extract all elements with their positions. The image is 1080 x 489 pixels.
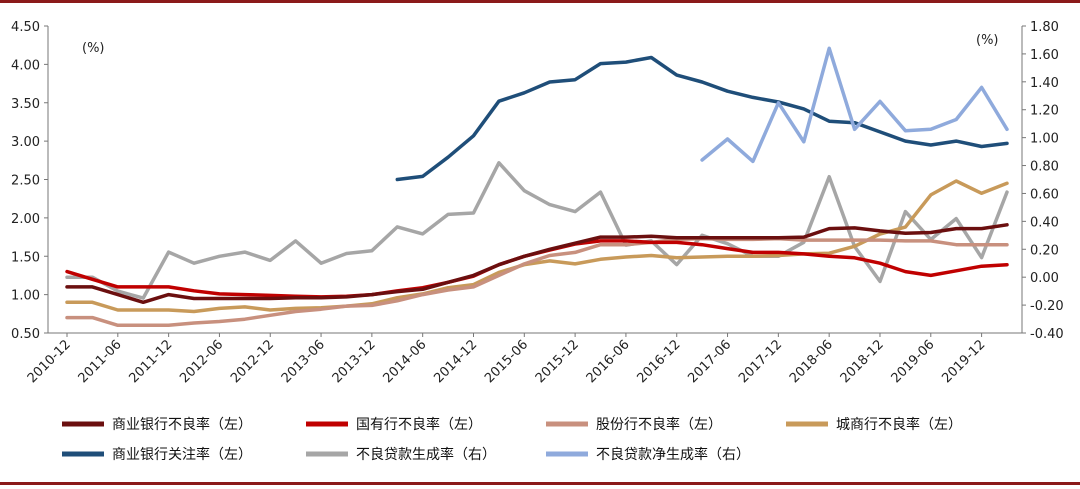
- legend-label: 商业银行不良率（左）: [112, 416, 252, 433]
- series-line: [65, 179, 1009, 314]
- y-right-tick-label: -0.20: [1030, 299, 1064, 314]
- top-rule: [0, 0, 1080, 3]
- y-right-tick-label: 0.00: [1030, 271, 1059, 286]
- y-right-tick-label: 0.80: [1030, 160, 1059, 175]
- y-left-tick-label: 2.50: [11, 174, 40, 189]
- series-line: [65, 236, 1009, 328]
- x-tick-label: 2011-12: [126, 337, 175, 386]
- legend-label: 股份行不良率（左）: [596, 416, 722, 433]
- legend-label: 不良贷款净生成率（右）: [596, 446, 750, 463]
- x-tick-label: 2018-12: [838, 337, 887, 386]
- series-line: [700, 46, 1009, 164]
- x-tick-label: 2015-06: [482, 337, 531, 386]
- y-right-tick-label: -0.40: [1030, 327, 1064, 342]
- y-right-tick-label: 1.60: [1030, 48, 1059, 63]
- y-right-tick-label: 1.80: [1030, 20, 1059, 35]
- y-right-unit-label: (%): [976, 33, 999, 48]
- y-right-tick-label: 1.00: [1030, 132, 1059, 147]
- y-left-tick-label: 1.50: [11, 250, 40, 265]
- x-tick-label: 2017-12: [736, 337, 785, 386]
- legend-label: 不良贷款生成率（右）: [356, 446, 496, 463]
- x-tick-label: 2010-12: [25, 337, 74, 386]
- x-tick-label: 2016-06: [584, 337, 633, 386]
- x-tick-label: 2019-06: [889, 337, 938, 386]
- x-tick-label: 2014-12: [431, 337, 480, 386]
- y-left-tick-label: 3.50: [11, 97, 40, 112]
- x-tick-label: 2011-06: [76, 337, 125, 386]
- x-tick-label: 2012-12: [228, 337, 277, 386]
- y-right-tick-label: 1.40: [1030, 76, 1059, 91]
- x-tick-label: 2019-12: [939, 337, 988, 386]
- y-left-unit-label: (%): [82, 41, 105, 56]
- axes: 0.50 1.00 1.50 2.00 2.50 3.00 3.50 4.00 4.50 -0.4…: [11, 20, 1064, 386]
- series-lines: [65, 46, 1009, 328]
- x-tick-label: 2016-12: [635, 337, 684, 386]
- x-tick-label: 2017-06: [685, 337, 734, 386]
- legend-label: 国有行不良率（左）: [356, 416, 482, 433]
- x-tick-label: 2013-06: [279, 337, 328, 386]
- x-tick-label: 2013-12: [330, 337, 379, 386]
- y-right-tick-label: 1.20: [1030, 104, 1059, 119]
- series-line: [395, 55, 1009, 182]
- y-right-tick-label: 0.20: [1030, 243, 1059, 258]
- y-left-tick-label: 4.50: [11, 20, 40, 35]
- x-tick-label: 2015-12: [533, 337, 582, 386]
- y-left-tick-label: 3.00: [11, 135, 40, 150]
- y-left-tick-label: 0.50: [11, 327, 40, 342]
- legend-label: 城商行不良率（左）: [836, 416, 962, 433]
- y-right-tick-label: 0.40: [1030, 215, 1059, 230]
- y-right-tick-label: 0.60: [1030, 187, 1059, 202]
- legend: 商业银行不良率（左） 国有行不良率（左） 股份行不良率（左） 城商行不良率（左） 商业银…: [62, 416, 962, 463]
- x-tick-label: 2018-06: [787, 337, 836, 386]
- legend-label: 商业银行关注率（左）: [112, 446, 252, 463]
- series-line: [65, 239, 1009, 299]
- y-left-tick-label: 4.00: [11, 58, 40, 73]
- y-left-tick-label: 2.00: [11, 212, 40, 227]
- series-line: [65, 161, 1009, 300]
- x-tick-label: 2012-06: [177, 337, 226, 386]
- x-tick-label: 2014-06: [380, 337, 429, 386]
- y-left-tick-label: 1.00: [11, 289, 40, 304]
- bottom-rule: [0, 482, 1080, 485]
- series-line: [65, 223, 1009, 305]
